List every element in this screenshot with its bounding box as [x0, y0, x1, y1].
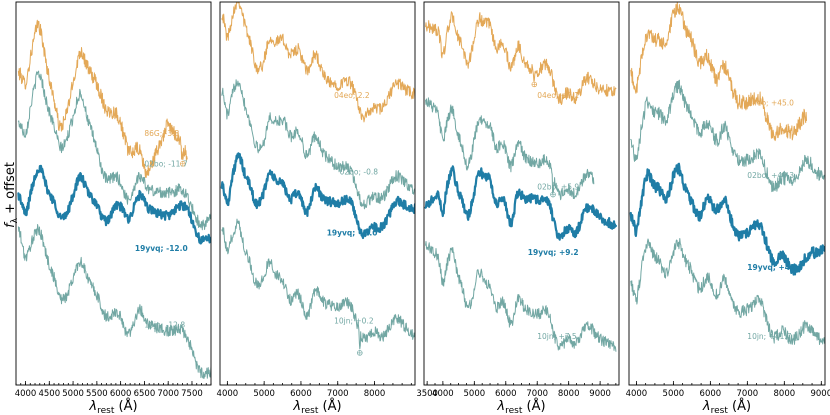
spectrum-02bo-11-7 [17, 70, 211, 231]
series-label: 19yvq; +0.0 [327, 229, 378, 238]
series-label: 02bo; -11.7 [144, 160, 187, 169]
x-tick-label: 9000 [589, 389, 611, 399]
x-label-unit: (Å) [728, 398, 751, 414]
x-label-main: λ [702, 399, 711, 414]
panel-3: 04eo; +7.1 02bo; +5.9 19yvq; +9.2 10jn; +7.… [416, 1, 620, 415]
x-tick-label: 6500 [134, 389, 156, 399]
x-label-sub: rest [97, 406, 115, 415]
series-group [17, 19, 211, 379]
x-tick-label: 6000 [110, 389, 132, 399]
x-tick-label: 9000 [810, 389, 830, 399]
spectrum-10jn-12-8 [17, 224, 211, 379]
series-label: 19yvq; +9.2 [528, 248, 579, 257]
x-label-sub: rest [301, 406, 319, 415]
x-tick-label: 8000 [774, 389, 796, 399]
y-label-rest: + offset [3, 162, 18, 218]
x-axis-label: λrest (Å) [292, 398, 341, 415]
series-label: 02bo; -0.8 [340, 167, 379, 176]
x-tick-label: 7000 [737, 389, 759, 399]
x-label-sub: rest [505, 406, 523, 415]
svg-text:fλ + offset: fλ + offset [3, 162, 20, 228]
panel-2: 04eo; 2.2 02bo; -0.8 19yvq; +0.0 10jn; +0.2… [217, 1, 416, 415]
x-tick-label: 5000 [62, 389, 84, 399]
spectrum-04eo-7-1 [425, 11, 617, 105]
spectrum-04eo-2-2 [221, 2, 415, 123]
telluric-marker [180, 161, 186, 167]
spectrum-02bo-0-8 [221, 79, 415, 210]
series-label: 04eo; +7.1 [537, 91, 579, 100]
panel-4: 04eo; +45.0 02bo; +44.3 19yvq; +42.7 10jn; … [626, 1, 830, 415]
x-tick-label: 4000 [217, 389, 239, 399]
x-label-unit: (Å) [522, 398, 545, 414]
x-tick-label: 4000 [626, 389, 648, 399]
x-tick-label: 4000 [15, 389, 37, 399]
x-tick-label: 5000 [464, 389, 486, 399]
x-tick-label: 4000 [432, 389, 454, 399]
x-axis-label: λrest (Å) [702, 398, 751, 415]
series-label: 10jn; +41.7 [747, 332, 792, 341]
series-label: 04eo; 2.2 [334, 91, 370, 100]
series-label: 10jn; -12.8 [144, 321, 185, 330]
x-tick-label: 5000 [663, 389, 685, 399]
telluric-marker [357, 350, 363, 356]
x-axis-label: λrest (Å) [496, 398, 545, 415]
series-group [629, 2, 825, 345]
x-label-sub: rest [711, 406, 729, 415]
x-label-unit: (Å) [318, 398, 341, 414]
x-tick-label: 7000 [157, 389, 179, 399]
x-tick-label: 5500 [86, 389, 108, 399]
x-tick-label: 6000 [495, 389, 517, 399]
y-label-main: f [3, 221, 18, 228]
x-tick-label: 3500 [416, 389, 438, 399]
x-tick-label: 4500 [38, 389, 60, 399]
spectrum-10jn-7-5 [425, 241, 617, 352]
spectrum-04eo-45-0 [630, 2, 807, 142]
spectrum-02bo-5-9 [425, 97, 595, 201]
y-axis-label: fλ + offset [3, 162, 20, 228]
telluric-marker [531, 81, 538, 88]
series-group [220, 2, 415, 356]
spectrum-19yvq-9-2 [424, 165, 617, 241]
series-label: 19yvq; -12.0 [135, 244, 188, 253]
x-axis-label: λrest (Å) [88, 398, 137, 415]
series-group [424, 11, 617, 352]
x-tick-label: 8000 [364, 389, 386, 399]
series-label: 04eo; +45.0 [747, 98, 794, 107]
series-label: 10jn; +0.2 [334, 317, 374, 326]
spectrum-19yvq-42-7 [629, 162, 825, 276]
spectrum-02bo-44-3 [630, 79, 825, 193]
x-label-main: λ [292, 399, 301, 414]
spectrum-19yvq-0-0 [220, 152, 415, 240]
panel-frame [219, 1, 416, 386]
series-label: 02bo; +44.3 [747, 171, 794, 180]
y-label-sub: λ [10, 217, 20, 223]
spectrum-86g-3-8 [17, 19, 188, 178]
x-tick-label: 6000 [700, 389, 722, 399]
series-label: 86G; -3.8 [144, 129, 179, 138]
x-tick-label: 5000 [253, 389, 275, 399]
telluric-marker [550, 191, 556, 198]
x-tick-label: 7000 [327, 389, 349, 399]
x-label-main: λ [88, 399, 97, 414]
spectrum-10jn-41-7 [630, 238, 825, 345]
x-tick-label: 7000 [526, 389, 548, 399]
x-tick-label: 7500 [181, 389, 203, 399]
series-label: 10jn; +7.5 [537, 332, 577, 341]
series-label: 02bo; +5.9 [537, 183, 579, 192]
x-tick-label: 6000 [290, 389, 312, 399]
spectrum-19yvq-12-0 [17, 164, 211, 245]
panel-1: 86G; -3.8 02bo; -11.7 19yvq; -12.0 10jn; -1… [15, 1, 212, 415]
panel-frame [15, 1, 212, 386]
x-tick-label: 8000 [558, 389, 580, 399]
spectrum-10jn-0-2 [221, 218, 415, 350]
series-label: 19yvq; +42.7 [747, 263, 803, 272]
x-label-unit: (Å) [114, 398, 137, 414]
panel-frame [628, 1, 826, 386]
x-label-main: λ [496, 399, 505, 414]
